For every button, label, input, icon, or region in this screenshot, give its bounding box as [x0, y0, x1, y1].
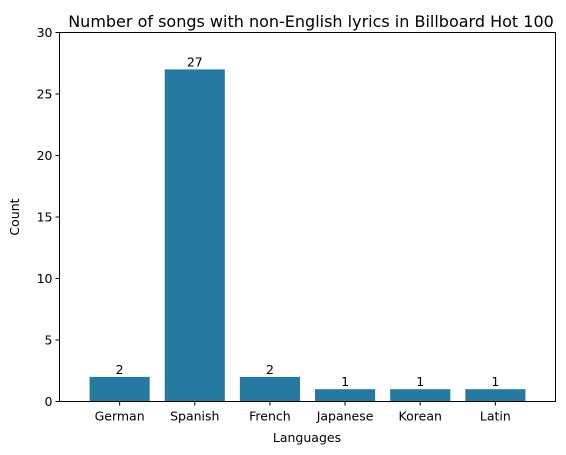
x-axis-label: Languages [273, 430, 341, 445]
bar-korean [390, 389, 451, 402]
data-label-french: 2 [266, 362, 274, 377]
y-axis-label: Count [7, 198, 22, 235]
data-label-spanish: 27 [187, 54, 203, 69]
y-tick-label-15: 15 [37, 210, 53, 225]
bar-german [89, 376, 150, 402]
plot-frame [59, 32, 556, 402]
x-tick-label-latin: Latin [480, 409, 511, 424]
data-label-german: 2 [116, 362, 124, 377]
y-tick-label-0: 0 [45, 394, 53, 409]
x-axis: German Spanish French Japanese Korean Latin [95, 401, 511, 424]
y-tick-label-25: 25 [37, 87, 53, 102]
y-tick-label-10: 10 [37, 271, 53, 286]
data-label-korean: 1 [416, 374, 424, 389]
x-tick-label-spanish: Spanish [170, 409, 219, 424]
y-axis: 0 5 10 15 20 25 30 [37, 25, 60, 409]
bar-french [239, 376, 300, 402]
data-label-latin: 1 [491, 374, 499, 389]
data-labels-group: 2 27 2 1 1 1 [116, 54, 500, 389]
x-tick-label-japanese: Japanese [316, 409, 374, 424]
y-tick-label-30: 30 [37, 25, 53, 40]
x-tick-label-german: German [95, 409, 145, 424]
chart-title: Number of songs with non-English lyrics … [68, 12, 554, 31]
x-tick-label-korean: Korean [399, 409, 442, 424]
y-tick-label-5: 5 [45, 333, 53, 348]
bar-latin [465, 389, 526, 402]
data-label-japanese: 1 [341, 374, 349, 389]
x-tick-label-french: French [249, 409, 291, 424]
bar-spanish [164, 69, 225, 402]
bars-group [89, 69, 526, 402]
y-tick-label-20: 20 [37, 148, 53, 163]
bar-japanese [315, 389, 376, 402]
